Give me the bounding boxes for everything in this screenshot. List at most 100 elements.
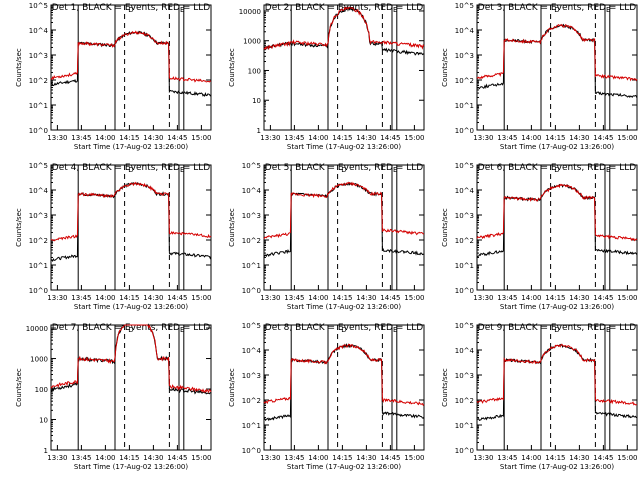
x-tick-label: 14:15 — [332, 454, 352, 462]
events-series-line — [476, 184, 638, 258]
panel-title: Det 3, BLACK = Events, RED = LLD — [478, 3, 637, 13]
flag-e: E — [393, 166, 397, 174]
plot-frame — [476, 164, 638, 291]
y-tick-label: 10^3 — [455, 212, 474, 220]
flag-e: E — [180, 166, 184, 174]
flag-d: D — [341, 326, 346, 334]
flag-e: E — [393, 6, 397, 14]
x-tick-label: 14:15 — [545, 294, 565, 302]
y-axis-label: Counts/sec — [441, 48, 449, 87]
flag-d: D — [128, 326, 133, 334]
x-tick-label: 14:00 — [521, 134, 541, 142]
x-tick-label: 14:30 — [356, 454, 376, 462]
plot-frame — [50, 164, 212, 291]
x-tick-label: 15:00 — [404, 454, 424, 462]
x-tick-label: 14:00 — [95, 454, 115, 462]
events-series-line — [50, 30, 212, 97]
x-tick-label: 13:30 — [473, 454, 493, 462]
flag-e: E — [606, 166, 610, 174]
x-tick-label: 14:00 — [308, 294, 328, 302]
x-axis-label: Start Time (17-Aug-02 13:26:00) — [287, 303, 401, 311]
lld-series-line — [263, 343, 425, 407]
x-tick-label: 14:30 — [569, 134, 589, 142]
x-tick-label: 15:00 — [191, 294, 211, 302]
y-tick-label: 10^4 — [242, 347, 262, 355]
y-tick-label: 1 — [44, 447, 48, 455]
x-tick-label: 14:45 — [593, 134, 613, 142]
y-tick-label: 10^1 — [242, 422, 261, 430]
y-axis-label: Counts/sec — [228, 208, 236, 247]
x-tick-label: 14:30 — [569, 454, 589, 462]
x-axis-label: Start Time (17-Aug-02 13:26:00) — [74, 463, 188, 471]
detector-panel-4: Det 4, BLACK = Events, RED = LLD Counts/s… — [15, 162, 212, 311]
y-tick-label: 10000 — [239, 8, 261, 16]
x-tick-label: 13:30 — [47, 454, 67, 462]
flag-e: E — [180, 326, 184, 334]
x-tick-label: 14:30 — [143, 294, 163, 302]
events-series-line — [476, 23, 638, 99]
x-axis-label: Start Time (17-Aug-02 13:26:00) — [500, 143, 614, 151]
x-tick-label: 13:30 — [47, 294, 67, 302]
x-tick-label: 14:45 — [380, 454, 400, 462]
x-axis-label: Start Time (17-Aug-02 13:26:00) — [500, 303, 614, 311]
panel-title: Det 7, BLACK = Events, RED = LLD — [52, 323, 211, 333]
y-tick-label: 10^4 — [455, 27, 475, 35]
lld-series-line — [263, 181, 424, 240]
y-tick-label: 10^3 — [29, 52, 48, 60]
y-tick-label: 1000 — [243, 38, 261, 46]
y-tick-label: 10 — [252, 97, 261, 105]
y-tick-label: 1 — [257, 127, 261, 135]
y-tick-label: 10^2 — [242, 397, 261, 405]
events-series-line — [51, 181, 212, 263]
x-tick-label: 14:15 — [332, 134, 352, 142]
x-tick-label: 15:00 — [191, 134, 211, 142]
x-tick-label: 13:45 — [497, 294, 517, 302]
panel-title: Det 4, BLACK = Events, RED = LLD — [52, 163, 211, 173]
y-tick-label: 10^1 — [455, 422, 474, 430]
detector-panel-1: Det 1, BLACK = Events, RED = LLDCounts/s… — [15, 2, 212, 151]
x-tick-label: 14:00 — [308, 454, 328, 462]
lld-series-line — [50, 324, 212, 394]
plot-frame — [476, 4, 638, 131]
y-tick-label: 10^3 — [29, 212, 48, 220]
x-tick-label: 14:15 — [545, 454, 565, 462]
x-tick-label: 13:45 — [497, 134, 517, 142]
x-axis-label: Start Time (17-Aug-02 13:26:00) — [287, 143, 401, 151]
y-axis-label: Counts/sec — [441, 208, 449, 247]
plot-frame — [263, 4, 425, 131]
x-tick-label: 13:30 — [260, 454, 280, 462]
x-tick-label: 13:45 — [71, 294, 91, 302]
plot-frame — [263, 164, 425, 291]
x-tick-label: 15:00 — [617, 294, 637, 302]
x-tick-label: 14:45 — [167, 454, 187, 462]
flag-e: E — [393, 326, 397, 334]
flag-e: E — [180, 6, 184, 14]
y-tick-label: 10^0 — [242, 447, 261, 455]
x-tick-label: 13:45 — [284, 134, 304, 142]
lld-series-line — [476, 183, 638, 242]
flag-d: D — [341, 166, 346, 174]
y-tick-label: 10^1 — [29, 102, 48, 110]
y-tick-label: 10^5 — [455, 2, 474, 10]
x-tick-label: 15:00 — [191, 454, 211, 462]
x-axis-label: Start Time (17-Aug-02 13:26:00) — [74, 143, 188, 151]
y-tick-label: 10^3 — [242, 212, 261, 220]
panel-title: Det 9, BLACK = Events, RED = LLD — [478, 323, 637, 333]
y-axis-label: Counts/sec — [15, 48, 23, 87]
y-axis-label: Counts/sec — [15, 208, 23, 247]
y-tick-label: 10^0 — [455, 287, 474, 295]
x-tick-label: 14:30 — [143, 454, 163, 462]
x-tick-label: 14:45 — [593, 294, 613, 302]
x-axis-label: Start Time (17-Aug-02 13:26:00) — [500, 463, 614, 471]
y-tick-label: 10^4 — [29, 187, 49, 195]
x-tick-label: 14:00 — [521, 294, 541, 302]
events-series-line — [50, 324, 211, 395]
lld-series-line — [50, 30, 212, 83]
x-tick-label: 14:45 — [167, 134, 187, 142]
x-tick-label: 15:00 — [404, 294, 424, 302]
y-tick-label: 10^4 — [455, 187, 475, 195]
flag-d: D — [128, 6, 133, 14]
x-tick-label: 14:30 — [356, 294, 376, 302]
